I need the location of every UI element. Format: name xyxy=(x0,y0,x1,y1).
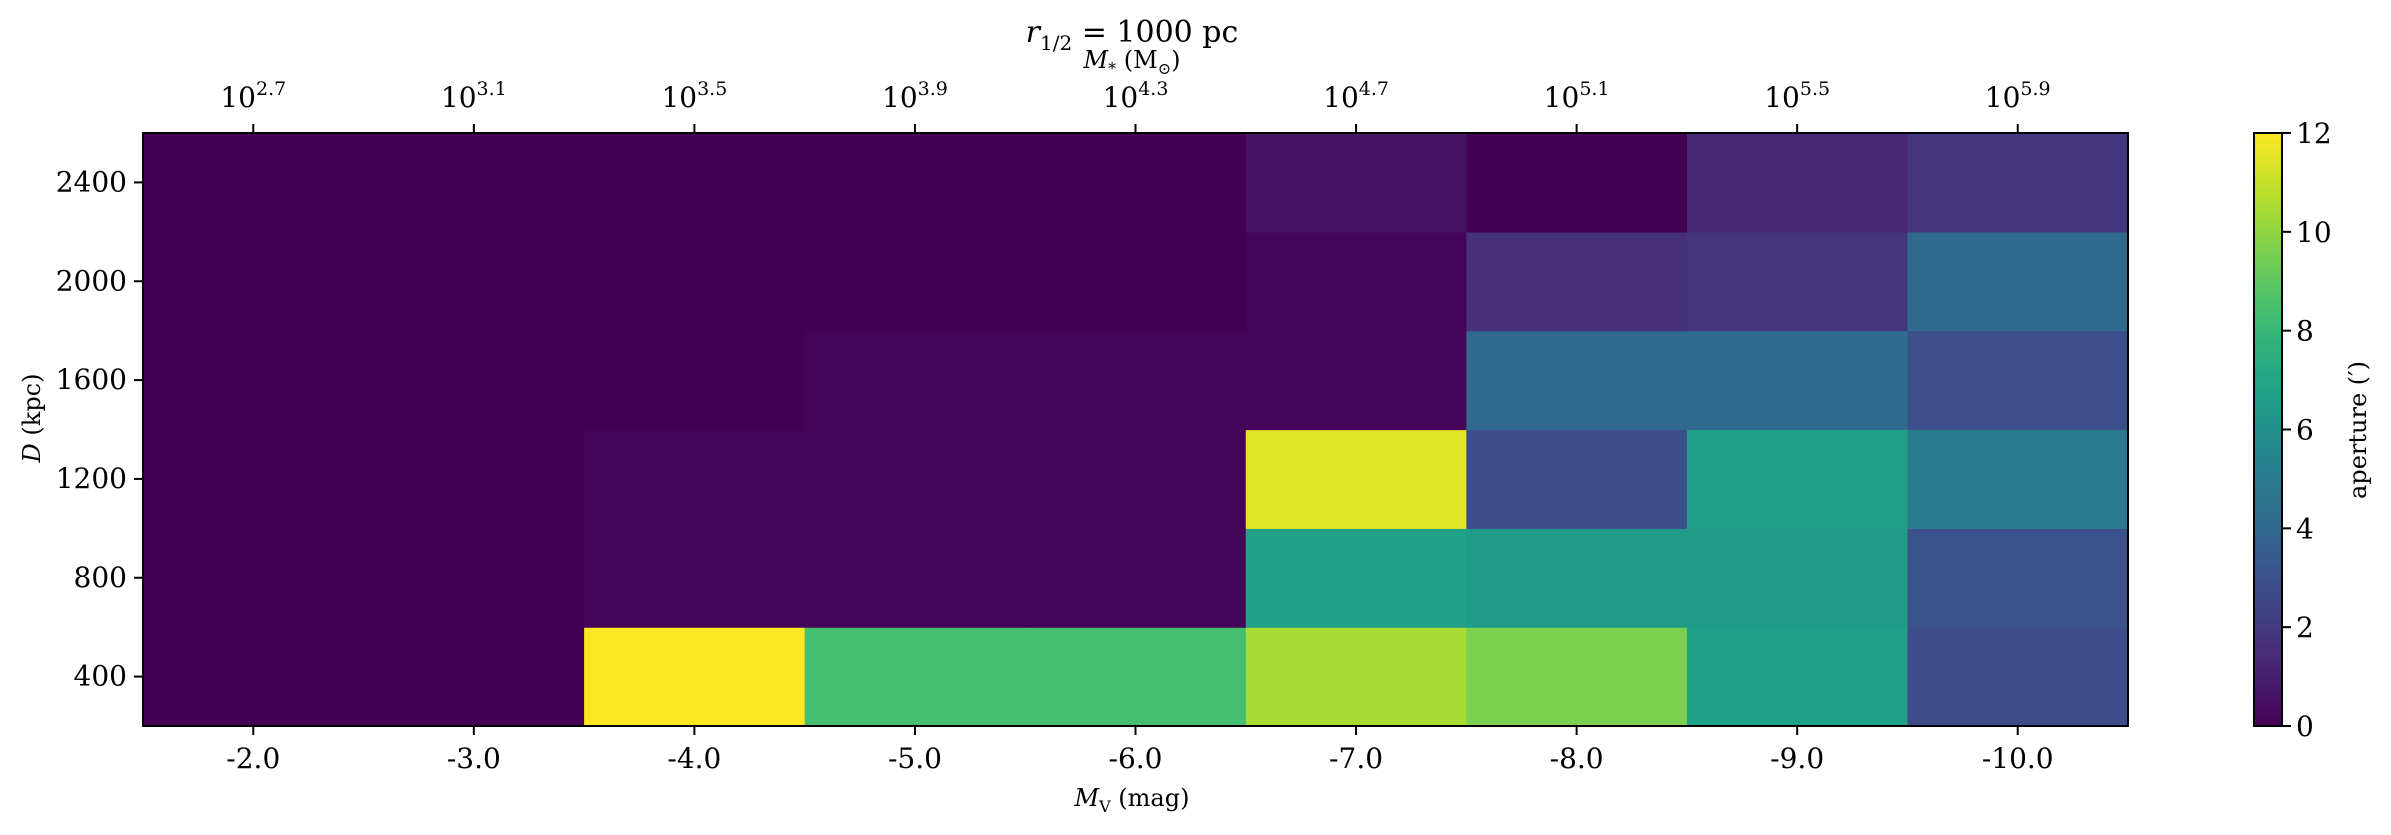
heatmap-cell xyxy=(1025,330,1247,431)
heatmap-cell xyxy=(1025,231,1247,332)
colorbar-tick-label: 4 xyxy=(2296,512,2314,545)
heatmap-cell xyxy=(1466,231,1688,332)
heatmap-cell xyxy=(584,627,806,727)
heatmap-cell xyxy=(1025,627,1247,727)
top-tick-label: 105.1 xyxy=(1544,78,1610,114)
top-tick-label: 102.7 xyxy=(220,78,286,114)
heatmap-cell xyxy=(1686,528,1909,628)
y-tick-label: 1600 xyxy=(56,363,127,396)
colorbar-tick-label: 0 xyxy=(2296,710,2314,743)
x-tick-label: -7.0 xyxy=(1329,742,1383,775)
heatmap-cell xyxy=(584,528,806,628)
x-tick-label: -2.0 xyxy=(226,742,280,775)
x-tick-label: -3.0 xyxy=(447,742,501,775)
x-axis-label: MV (mag) xyxy=(1074,784,1190,816)
x-tick-label: -6.0 xyxy=(1109,742,1163,775)
heatmap-cell xyxy=(143,330,365,431)
y-tick-label: 1200 xyxy=(56,462,127,495)
heatmap-cell xyxy=(1907,528,2129,628)
heatmap-cell xyxy=(143,429,365,529)
y-tick-label: 400 xyxy=(74,660,127,693)
heatmap-cell xyxy=(804,429,1026,529)
heatmap-cell xyxy=(1907,330,2129,431)
y-tick-label: 2400 xyxy=(56,165,127,198)
x-tick-label: -8.0 xyxy=(1550,742,1604,775)
heatmap-cell xyxy=(363,429,585,529)
colorbar-tick-label: 10 xyxy=(2296,216,2332,249)
heatmap-cell xyxy=(363,528,585,628)
heatmap-cell xyxy=(143,528,365,628)
heatmap-cell xyxy=(584,231,806,332)
heatmap-cell xyxy=(363,330,585,431)
heatmap-cell xyxy=(1466,330,1688,431)
heatmap-cell xyxy=(804,627,1026,727)
heatmap-cell xyxy=(143,627,365,727)
heatmap-cell xyxy=(1025,133,1247,233)
heatmap-cell xyxy=(584,330,806,431)
heatmap-cell xyxy=(1907,133,2129,233)
heatmap-cell xyxy=(1025,429,1247,529)
heatmap-cell xyxy=(1466,528,1688,628)
chart-title: r1/2 = 1000 pc xyxy=(1026,15,1239,55)
heatmap-cell xyxy=(1466,627,1688,727)
heatmap-cell xyxy=(363,231,585,332)
heatmap-cell xyxy=(584,133,806,233)
colorbar: 0 2 4 6 8 10 12 xyxy=(2253,117,2332,743)
top-tick-label: 104.3 xyxy=(1103,78,1169,114)
heatmap-cells xyxy=(143,133,2129,727)
top-tick-label: 105.5 xyxy=(1764,78,1830,114)
heatmap-cell xyxy=(1245,133,1467,233)
y-tick-label: 2000 xyxy=(56,264,127,297)
axes: -2.0 -3.0 -4.0 -5.0 -6.0 -7.0 -8.0 -9.0 -10.0 102… xyxy=(56,78,2129,775)
colorbar-tick-label: 2 xyxy=(2296,611,2314,644)
colorbar-tick-label: 12 xyxy=(2296,117,2332,150)
y-axis-label: D (kpc) xyxy=(18,374,46,464)
top-tick-label: 103.1 xyxy=(441,78,507,114)
heatmap-cell xyxy=(1245,627,1467,727)
colorbar-tick-label: 6 xyxy=(2296,414,2314,447)
heatmap-cell xyxy=(1245,330,1467,431)
heatmap-cell xyxy=(804,528,1026,628)
heatmap-cell xyxy=(584,429,806,529)
colorbar-tick-label: 8 xyxy=(2296,315,2314,348)
heatmap-cell xyxy=(1907,627,2129,727)
colorbar-gradient xyxy=(2254,133,2282,726)
top-tick-label: 103.5 xyxy=(661,78,727,114)
x-tick-label: -9.0 xyxy=(1770,742,1824,775)
top-tick-label: 103.9 xyxy=(882,78,948,114)
y-tick-label: 800 xyxy=(74,561,127,594)
heatmap-cell xyxy=(804,133,1026,233)
heatmap-cell xyxy=(143,133,365,233)
heatmap-cell xyxy=(1686,330,1909,431)
top-tick-label: 105.9 xyxy=(1985,78,2051,114)
heatmap-cell xyxy=(1686,627,1909,727)
heatmap-cell xyxy=(1025,528,1247,628)
heatmap-cell xyxy=(1245,528,1467,628)
x-tick-label: -5.0 xyxy=(888,742,942,775)
heatmap-cell xyxy=(1466,133,1688,233)
heatmap-cell xyxy=(363,133,585,233)
heatmap-cell xyxy=(1907,429,2129,529)
x-tick-label: -4.0 xyxy=(667,742,721,775)
heatmap-cell xyxy=(1245,429,1467,529)
heatmap-cell xyxy=(1907,231,2129,332)
heatmap-cell xyxy=(1466,429,1688,529)
x-tick-label: -10.0 xyxy=(1982,742,2054,775)
heatmap-cell xyxy=(1686,231,1909,332)
heatmap-cell xyxy=(1245,231,1467,332)
heatmap-cell xyxy=(1686,429,1909,529)
heatmap-cell xyxy=(804,330,1026,431)
heatmap-cell xyxy=(804,231,1026,332)
heatmap-cell xyxy=(1686,133,1909,233)
heatmap-cell xyxy=(363,627,585,727)
heatmap-cell xyxy=(143,231,365,332)
top-axis-label: M* (M⊙) xyxy=(1083,46,1181,78)
top-tick-label: 104.7 xyxy=(1323,78,1389,114)
colorbar-label: aperture (′) xyxy=(2344,361,2372,499)
